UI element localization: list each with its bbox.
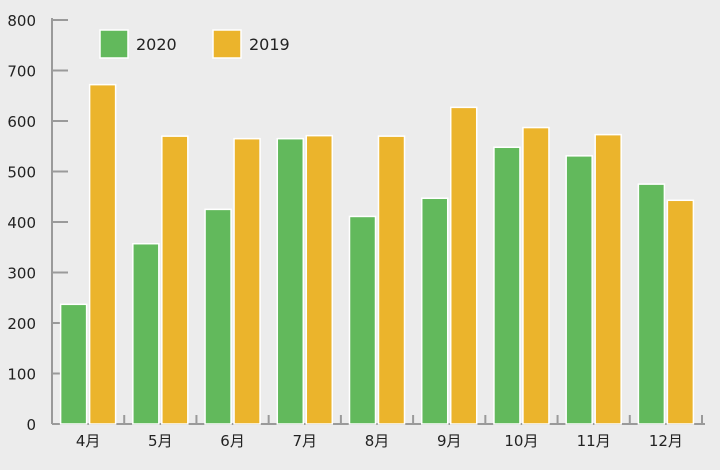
y-tick-label: 600 [7,113,36,131]
x-tick-label: 12月 [649,432,683,450]
x-tick-label: 5月 [148,432,173,450]
bar-2020-4 [276,137,305,425]
y-tick-label: 100 [7,366,36,384]
bar-2020-6 [420,197,449,425]
bar-2020-3 [204,208,232,425]
legend-label-2019: 2019 [249,35,290,54]
x-tick-label: 11月 [577,432,611,450]
y-tick-label: 300 [7,265,36,283]
x-tick-label: 4月 [76,432,101,450]
bar-2020-8 [565,155,593,425]
bar-2019-4 [305,134,334,425]
x-tick-label: 7月 [293,432,318,450]
bar-2019-7 [522,126,550,425]
y-tick-label: 700 [7,63,36,81]
x-tick-label: 8月 [365,432,390,450]
axes: 0 100 200 300 400 500 600 700 800 4月 5月 6月 7月 8月 9月 10月… [7,12,705,450]
bar-2020-2 [132,242,160,425]
bar-2020-5 [348,215,377,425]
bar-2020-9 [637,183,666,425]
bar-2019-5 [377,135,406,425]
legend-label-2020: 2020 [136,35,177,54]
legend-swatch-2019 [212,29,242,59]
y-tick-label: 200 [7,315,36,333]
bar-2019-8 [594,133,622,425]
y-tick-label: 400 [7,214,36,232]
bars [59,83,695,425]
bar-2019-2 [161,135,189,425]
bar-2019-9 [666,199,695,425]
bar-2019-1 [88,83,117,425]
legend: 2020 2019 [99,29,290,59]
x-tick-label: 6月 [220,432,245,450]
y-tick-label: 800 [7,12,36,30]
x-tick-label: 10月 [504,432,538,450]
bar-2019-3 [233,137,261,425]
legend-swatch-2020 [99,29,129,59]
bar-2020-1 [59,303,88,425]
x-tick-label: 9月 [437,432,462,450]
bar-2020-7 [493,146,521,425]
bar-2019-6 [449,106,478,425]
y-tick-label: 0 [26,416,36,434]
y-tick-label: 500 [7,164,36,182]
